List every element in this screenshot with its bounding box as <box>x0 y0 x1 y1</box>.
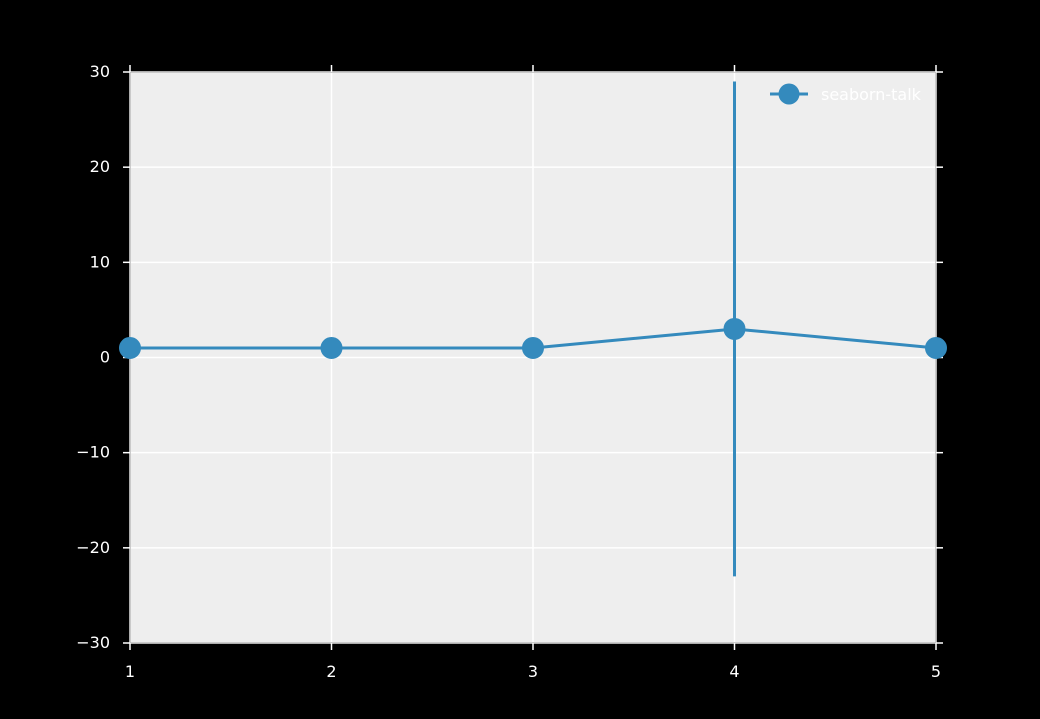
data-point <box>522 336 544 359</box>
data-point <box>723 317 746 340</box>
y-tick-label: 0 <box>100 348 110 367</box>
x-tick-label: 4 <box>729 662 739 681</box>
x-tick-label: 1 <box>125 662 135 681</box>
y-tick-label: −10 <box>76 443 110 462</box>
data-point <box>320 336 343 359</box>
x-tick-label: 5 <box>931 662 941 681</box>
marker-group <box>119 317 947 359</box>
x-tick-label: 2 <box>326 662 336 681</box>
y-tick-label: −30 <box>76 633 110 652</box>
y-tick-label: 10 <box>90 252 110 271</box>
data-point <box>925 336 947 359</box>
y-tick-label: 20 <box>90 157 110 176</box>
legend: seaborn-talk <box>770 83 922 105</box>
y-tick-label: 30 <box>90 62 110 81</box>
data-point <box>119 336 141 359</box>
legend-marker-0 <box>778 83 800 105</box>
legend-label-0: seaborn-talk <box>821 85 922 104</box>
y-tick-label: −20 <box>76 538 110 557</box>
x-tick-label: 3 <box>528 662 538 681</box>
plot-area: 1 2 3 4 5 −30 −20 −10 0 10 20 30 seaborn-talk <box>76 62 947 681</box>
